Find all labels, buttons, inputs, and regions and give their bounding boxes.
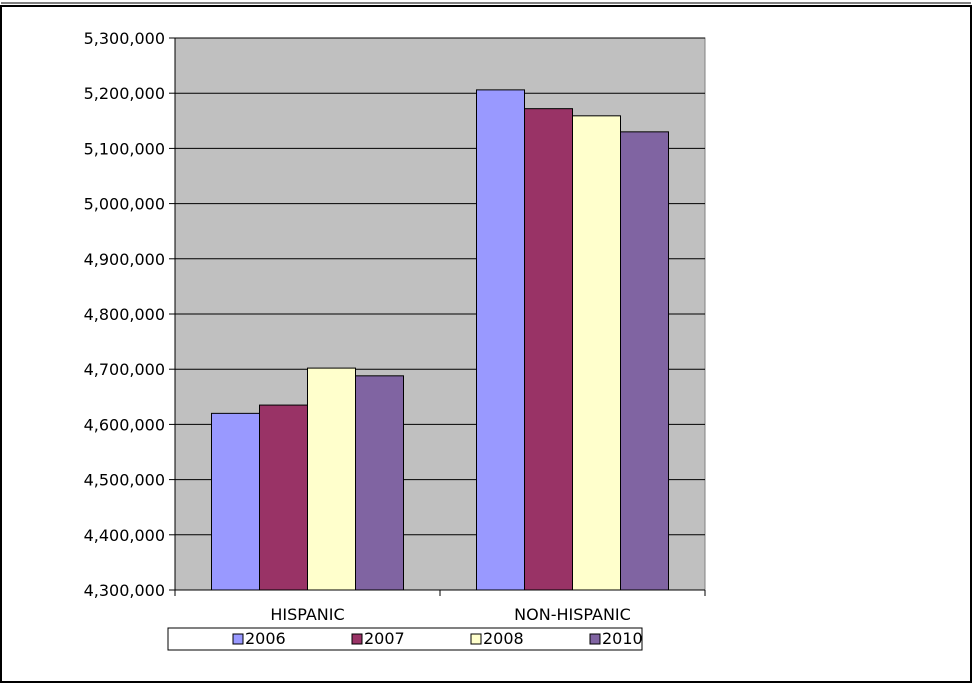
bar-2006-hispanic bbox=[211, 412, 260, 591]
y-tick-label: 5,200,000 bbox=[84, 84, 165, 103]
bar-2008-non-hispanic bbox=[572, 115, 621, 591]
bar-2007-non-hispanic bbox=[524, 108, 573, 591]
legend-label-2008: 2008 bbox=[483, 629, 524, 648]
bar-2007-hispanic bbox=[259, 404, 308, 591]
y-tick-labels: 4,300,000 4,400,000 4,500,000 4,600,000 4,70… bbox=[84, 29, 165, 600]
y-tick-label: 4,600,000 bbox=[84, 415, 165, 434]
y-tick-label: 4,700,000 bbox=[84, 360, 165, 379]
x-tick-label: NON-HISPANIC bbox=[514, 605, 631, 624]
x-tick-labels: HISPANIC NON-HISPANIC bbox=[270, 605, 630, 624]
y-tick-label: 4,900,000 bbox=[84, 250, 165, 269]
bar-2008-hispanic bbox=[307, 367, 356, 591]
y-tick-label: 4,300,000 bbox=[84, 581, 165, 600]
legend-swatch-2008 bbox=[470, 633, 482, 645]
y-tick-label: 4,800,000 bbox=[84, 305, 165, 324]
legend: 2006 2007 2008 2010 bbox=[232, 629, 643, 648]
axes bbox=[169, 37, 706, 596]
y-tick-label: 4,400,000 bbox=[84, 526, 165, 545]
legend-label-2006: 2006 bbox=[245, 629, 286, 648]
y-tick-label: 5,100,000 bbox=[84, 139, 165, 158]
bar-2010-hispanic bbox=[355, 375, 404, 591]
y-tick-label: 5,300,000 bbox=[84, 29, 165, 48]
legend-swatch-2010 bbox=[589, 633, 601, 645]
legend-label-2010: 2010 bbox=[602, 629, 643, 648]
y-tick-label: 5,000,000 bbox=[84, 195, 165, 214]
bar-2006-non-hispanic bbox=[476, 89, 525, 591]
legend-swatch-2006 bbox=[232, 633, 244, 645]
y-tick-label: 4,500,000 bbox=[84, 471, 165, 490]
bars bbox=[211, 89, 669, 591]
bar-2010-non-hispanic bbox=[620, 131, 669, 591]
x-tick-label: HISPANIC bbox=[270, 605, 344, 624]
legend-box bbox=[167, 627, 643, 651]
legend-swatch-2007 bbox=[351, 633, 363, 645]
legend-label-2007: 2007 bbox=[364, 629, 405, 648]
